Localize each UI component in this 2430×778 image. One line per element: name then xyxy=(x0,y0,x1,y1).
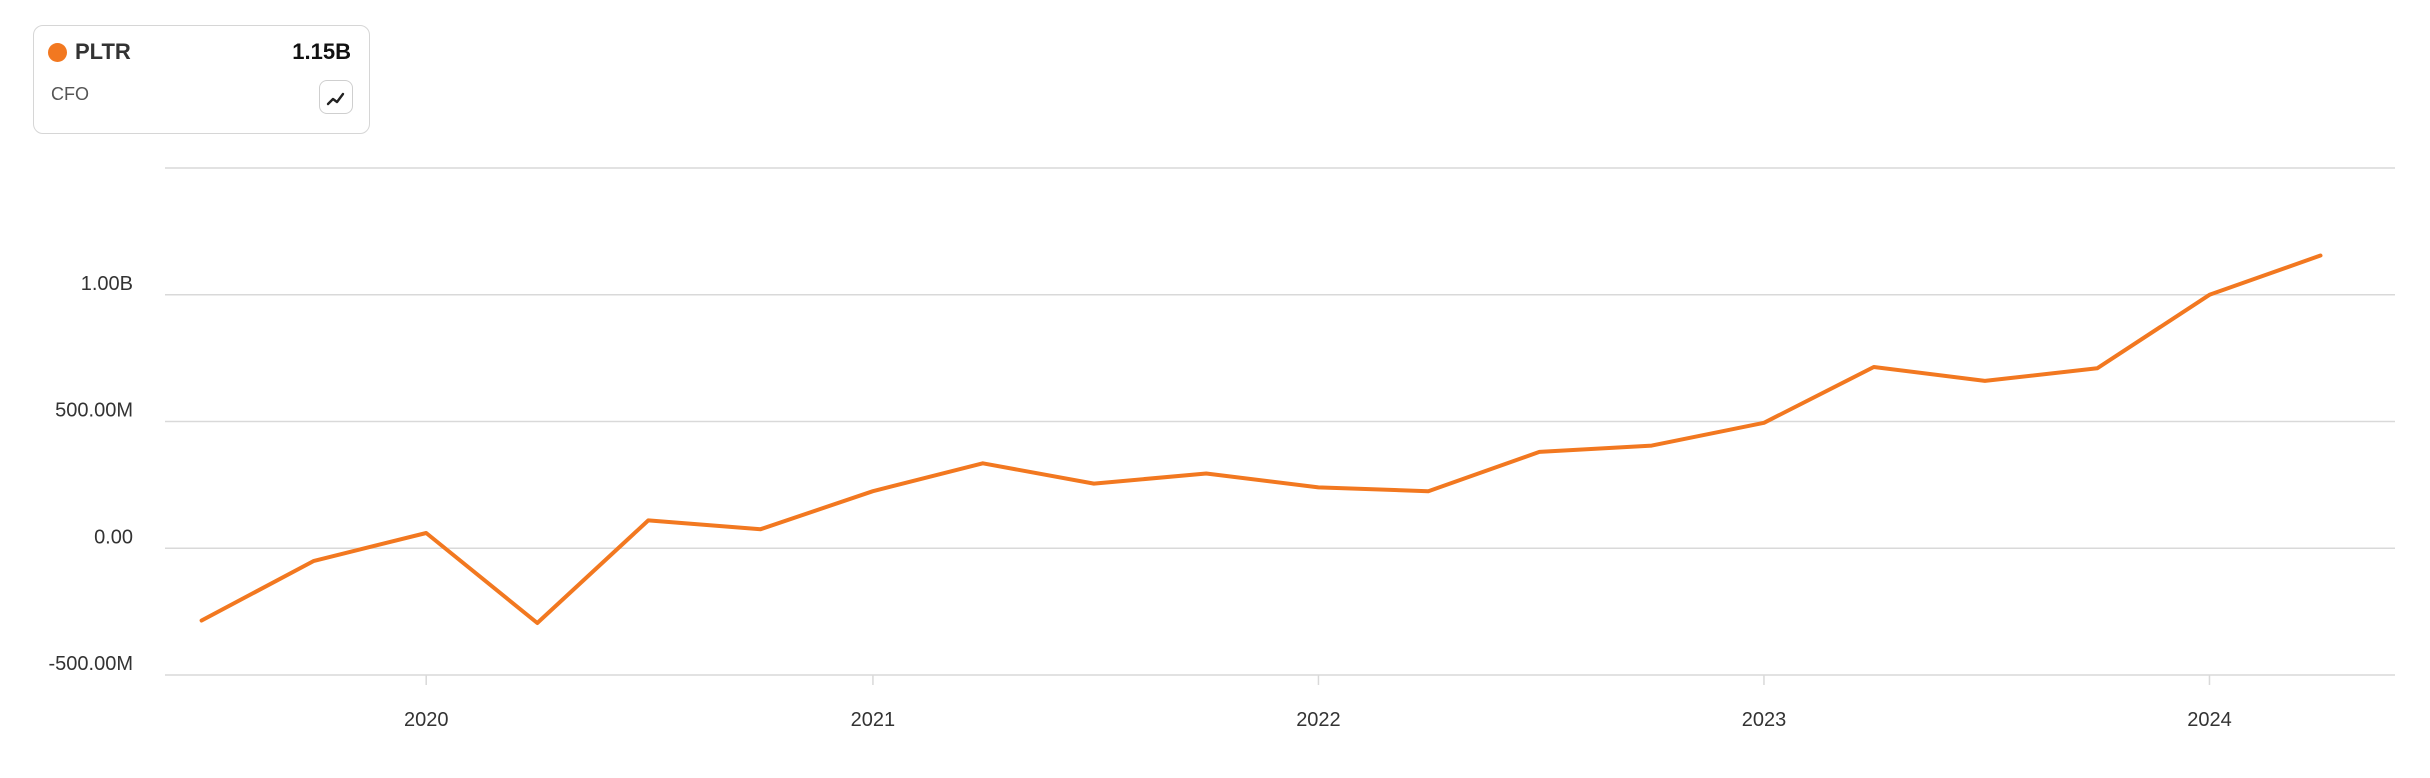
data-point[interactable] xyxy=(867,485,879,497)
legend-card: PLTR 1.15B CFO xyxy=(33,25,370,134)
grid-lines xyxy=(165,167,2395,676)
series-color-dot xyxy=(48,43,67,62)
y-tick-label: 0.00 xyxy=(94,526,133,548)
data-point[interactable] xyxy=(1979,375,1991,387)
x-tick-label: 2023 xyxy=(1742,709,1787,731)
data-point[interactable] xyxy=(755,523,767,535)
y-axis-ticks: -500.00M 0.00 500.00M 1.00B xyxy=(49,273,134,675)
data-point[interactable] xyxy=(1533,446,1545,458)
data-point[interactable] xyxy=(196,614,208,626)
data-point[interactable] xyxy=(531,617,543,629)
y-tick-label: 1.00B xyxy=(81,273,133,295)
data-point[interactable] xyxy=(1088,478,1100,490)
data-point[interactable] xyxy=(1758,417,1770,429)
data-point[interactable] xyxy=(1422,485,1434,497)
series-lines xyxy=(196,249,2327,629)
data-point[interactable] xyxy=(1200,467,1212,479)
y-tick-label: -500.00M xyxy=(49,653,134,675)
data-point[interactable] xyxy=(420,527,432,539)
data-point[interactable] xyxy=(977,457,989,469)
legend-latest-value: 1.15B xyxy=(292,39,351,64)
line-chart-icon xyxy=(326,92,345,106)
data-point[interactable] xyxy=(2203,289,2215,301)
data-point[interactable] xyxy=(1868,361,1880,373)
data-point[interactable] xyxy=(1646,440,1658,452)
series-line-pltr xyxy=(199,253,2323,625)
chart-type-button[interactable] xyxy=(319,80,353,114)
x-tick-label: 2024 xyxy=(2187,709,2232,731)
x-tick-label: 2021 xyxy=(851,709,896,731)
data-point[interactable] xyxy=(2315,249,2327,261)
data-point[interactable] xyxy=(642,514,654,526)
legend-ticker: PLTR xyxy=(75,39,131,64)
y-tick-label: 500.00M xyxy=(55,400,133,422)
data-point[interactable] xyxy=(2091,362,2103,374)
legend-metric-label: CFO xyxy=(51,84,89,104)
data-point[interactable] xyxy=(1312,481,1324,493)
data-point[interactable] xyxy=(308,555,320,567)
x-axis-ticks: 2020 2021 2022 2023 2024 xyxy=(404,675,2232,731)
x-tick-label: 2020 xyxy=(404,709,449,731)
x-tick-label: 2022 xyxy=(1296,709,1341,731)
